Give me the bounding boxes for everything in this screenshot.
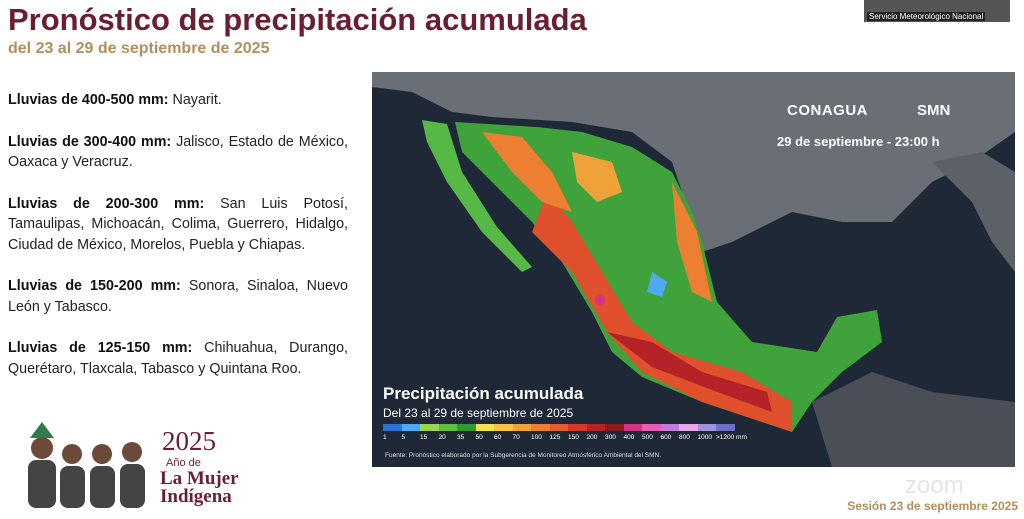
participant-name: Servicio Meteorológico Nacional xyxy=(867,12,986,21)
map: CONAGUA SMN 29 de septiembre - 23:00 h P… xyxy=(372,72,1015,467)
rain-label: Lluvias de 400-500 mm: xyxy=(8,92,169,108)
rain-text: Sonora, Sinaloa, Nuevo León y Tabasco. xyxy=(8,278,348,315)
source-note: Fuente: Pronóstico elaborado por la Subg… xyxy=(385,452,662,459)
rain-text: Nayarit. xyxy=(172,92,222,108)
legend-label: 1000 xyxy=(697,434,712,441)
logo-figures xyxy=(28,422,145,508)
video-tile[interactable]: Servicio Meteorológico Nacional xyxy=(864,0,1010,22)
timestamp: 29 de septiembre - 23:00 h xyxy=(777,134,940,149)
legend-label: 15 xyxy=(420,434,428,441)
legend-swatch xyxy=(697,424,716,431)
agency-logo: CONAGUA xyxy=(787,102,868,119)
legend-label: 100 xyxy=(531,434,542,441)
title: Pronóstico de precipitación acumulada xyxy=(8,2,587,37)
legend-swatch xyxy=(438,424,457,431)
rain-text: San Luis Potosí, Tamaulipas, Michoacán, … xyxy=(8,195,348,253)
logo-text: La Mujer xyxy=(160,468,239,489)
rain-text: Jalisco, Estado de México, Oaxaca y Vera… xyxy=(8,133,348,171)
map-graphic xyxy=(372,72,1015,467)
legend-label: 50 xyxy=(475,434,483,441)
legend-label: 5 xyxy=(401,434,406,441)
legend-title: Precipitación acumulada xyxy=(383,384,584,403)
legend-label: 125 xyxy=(549,434,561,441)
legend-label: 400 xyxy=(623,434,635,441)
legend-swatch xyxy=(568,424,587,431)
legend-label: 35 xyxy=(457,434,465,441)
legend-label: 800 xyxy=(679,434,690,441)
legend-label: 600 xyxy=(660,434,672,441)
rain-item: Lluvias de 300-400 mm: Jalisco, Estado d… xyxy=(8,132,348,173)
logo-text: Indígena xyxy=(160,486,232,507)
legend-swatch xyxy=(716,424,735,431)
legend-label: 60 xyxy=(494,434,502,441)
logo: 2025 Año de La Mujer Indígena xyxy=(20,418,250,508)
rain-label: Lluvias de 150-200 mm: xyxy=(8,278,181,294)
legend-label: 1 xyxy=(383,434,387,441)
legend-label: 500 xyxy=(642,434,653,441)
legend-label: >1200 mm xyxy=(716,434,747,441)
legend-swatch xyxy=(383,424,402,431)
legend-swatch xyxy=(642,424,661,431)
legend-swatch xyxy=(660,424,679,431)
session-label: Sesión 23 de septiembre 2025 xyxy=(847,499,1018,513)
rain-item: Lluvias de 200-300 mm: San Luis Potosí, … xyxy=(8,194,348,256)
legend-label: 150 xyxy=(568,434,579,441)
rain-list: Lluvias de 400-500 mm: Nayarit. Lluvias … xyxy=(8,90,348,400)
legend-swatch xyxy=(679,424,698,431)
legend-swatch xyxy=(549,424,568,431)
logo-year: 2025 xyxy=(162,426,216,456)
legend-swatch xyxy=(531,424,550,431)
legend-labels: 1 5 15 20 35 50 60 70 100 125 150 200 300 400 500 600 80… xyxy=(383,434,747,441)
legend-label: 200 xyxy=(586,434,598,441)
rain-text: Chihuahua, Durango, Querétaro, Tlaxcala,… xyxy=(8,340,348,377)
legend-bar xyxy=(383,424,735,431)
legend-swatch xyxy=(605,424,624,431)
rain-label: Lluvias de 200-300 mm: xyxy=(8,195,205,212)
legend-label: 300 xyxy=(605,434,616,441)
subtitle: del 23 al 29 de septiembre de 2025 xyxy=(8,40,270,57)
rain-item: Lluvias de 400-500 mm: Nayarit. xyxy=(8,90,348,111)
legend-swatch xyxy=(494,424,513,431)
zoom-watermark: zoom xyxy=(905,472,964,499)
legend-swatch xyxy=(420,424,439,431)
legend-swatch xyxy=(586,424,605,431)
legend-subtitle: Del 23 al 29 de septiembre de 2025 xyxy=(383,406,574,420)
rain-item: Lluvias de 150-200 mm: Sonora, Sinaloa, … xyxy=(8,276,348,317)
rain-item: Lluvias de 125-150 mm: Chihuahua, Durang… xyxy=(8,338,348,379)
agency-logo: SMN xyxy=(917,102,951,119)
legend-swatch xyxy=(475,424,494,431)
logo-text: Año de xyxy=(166,457,201,469)
legend-swatch xyxy=(512,424,531,431)
legend-swatch xyxy=(457,424,476,431)
legend-label: 20 xyxy=(438,434,446,441)
rain-label: Lluvias de 300-400 mm: xyxy=(8,133,172,150)
legend-label: 70 xyxy=(512,434,520,441)
legend-swatch xyxy=(623,424,642,431)
rain-label: Lluvias de 125-150 mm: xyxy=(8,340,193,356)
legend-swatch xyxy=(401,424,420,431)
